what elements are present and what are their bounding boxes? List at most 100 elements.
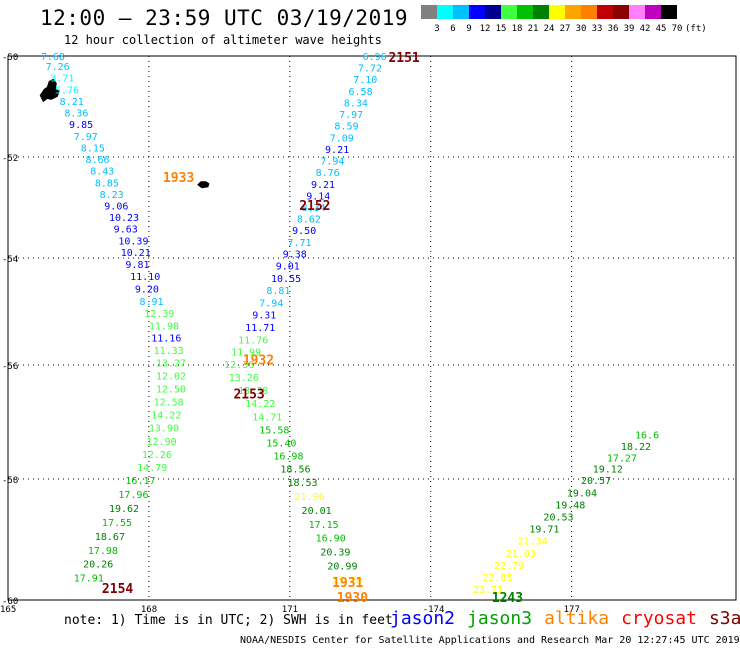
page-subtitle: 12 hour collection of altimeter wave hei… bbox=[64, 33, 382, 47]
legend-swatch bbox=[437, 5, 453, 19]
legend-tick-label: 12 bbox=[479, 24, 491, 34]
lon-label: 171 bbox=[282, 605, 298, 615]
track-value: 17.96 bbox=[118, 490, 148, 501]
legend-swatch bbox=[453, 5, 469, 19]
pass-number: 2151 bbox=[388, 51, 419, 66]
track-value: 13.26 bbox=[229, 373, 259, 384]
track-value: 19.04 bbox=[567, 488, 597, 499]
track-value: 12.36 bbox=[224, 360, 254, 371]
track-value: 7.97 bbox=[74, 132, 98, 143]
track-value: 20.26 bbox=[83, 560, 113, 571]
track-value: 19.12 bbox=[593, 465, 623, 476]
legend-swatch bbox=[469, 5, 485, 19]
lat-label: -50 bbox=[2, 53, 18, 63]
legend-swatch bbox=[533, 5, 549, 19]
pass-number: 1932 bbox=[243, 354, 274, 369]
track-value: 14.22 bbox=[151, 411, 181, 422]
legend-tick-label: 3 bbox=[434, 24, 440, 34]
track-value: 10.23 bbox=[109, 213, 139, 224]
track-value: 10.55 bbox=[271, 274, 301, 285]
track-value: 17.91 bbox=[74, 574, 104, 585]
track-value: 14.71 bbox=[252, 412, 282, 423]
legend-swatch bbox=[645, 5, 661, 19]
track-value: 11.98 bbox=[149, 321, 179, 332]
track-value: 15.40 bbox=[266, 439, 296, 450]
track-value: 12.50 bbox=[156, 384, 186, 395]
legend-tick-label: 21 bbox=[527, 24, 539, 34]
track-value: 22.79 bbox=[494, 561, 524, 572]
track-value: 20.57 bbox=[581, 476, 611, 487]
track-value: 9.14 bbox=[306, 191, 330, 202]
legend-swatch bbox=[597, 5, 613, 19]
legend-swatch bbox=[565, 5, 581, 19]
track-value: 17.15 bbox=[309, 520, 339, 531]
track-value: 8.62 bbox=[297, 215, 321, 226]
track-value: 10.39 bbox=[118, 236, 148, 247]
legend-tick-label: 24 bbox=[543, 24, 555, 34]
legend-tick-label: 42 bbox=[639, 24, 651, 34]
legend-swatch bbox=[485, 5, 501, 19]
lat-label: -52 bbox=[2, 154, 18, 164]
track-value: 13.27 bbox=[156, 358, 186, 369]
track-value: 9.31 bbox=[252, 311, 276, 322]
track-value: 13.90 bbox=[149, 424, 179, 435]
track-value: 20.99 bbox=[327, 562, 357, 573]
track-value: 11.99 bbox=[231, 348, 261, 359]
satellite-name: cryosat bbox=[621, 608, 697, 629]
legend-swatch bbox=[661, 5, 677, 19]
legend-tick-label: 6 bbox=[450, 24, 456, 34]
legend-swatch bbox=[629, 5, 645, 19]
track-value: 12.58 bbox=[154, 397, 184, 408]
track-value: 13.38 bbox=[238, 386, 268, 397]
campbell-island bbox=[197, 181, 210, 189]
track-value: 17.27 bbox=[607, 453, 637, 464]
lat-label: -56 bbox=[2, 362, 18, 372]
track-value: 8.66 bbox=[85, 155, 109, 166]
satellite-name: jason3 bbox=[467, 608, 533, 629]
track-value: 8.34 bbox=[344, 98, 368, 109]
map-frame bbox=[7, 55, 737, 601]
track-value: 18.56 bbox=[280, 465, 310, 476]
track-value: 17.98 bbox=[88, 546, 118, 557]
track-value: 16.17 bbox=[125, 476, 155, 487]
legend-tick-label: 18 bbox=[511, 24, 523, 34]
track-value: 18.22 bbox=[621, 442, 651, 453]
track-value: 8.34 bbox=[302, 203, 326, 214]
track-value: 7.94 bbox=[320, 157, 344, 168]
satellite-name: altika bbox=[544, 608, 610, 629]
lat-label: -54 bbox=[2, 255, 18, 265]
legend-tick-label: 36 bbox=[607, 24, 619, 34]
track-value: 16.90 bbox=[316, 534, 346, 545]
track-value: 8.81 bbox=[266, 286, 290, 297]
track-value: 12.39 bbox=[144, 309, 174, 320]
track-value: 9.81 bbox=[125, 260, 149, 271]
track-value: 8.76 bbox=[316, 168, 340, 179]
pass-number: 2153 bbox=[233, 388, 264, 403]
track-value: 20.01 bbox=[302, 506, 332, 517]
legend-swatch bbox=[549, 5, 565, 19]
track-value: 17.55 bbox=[102, 518, 132, 529]
track-value: 6.58 bbox=[349, 87, 373, 98]
track-value: 12.26 bbox=[142, 450, 172, 461]
track-value: 7.09 bbox=[330, 133, 354, 144]
legend-swatch bbox=[581, 5, 597, 19]
track-value: 11.71 bbox=[245, 323, 275, 334]
track-value: 9.50 bbox=[292, 226, 316, 237]
satellite-legend: jason2 jason3 altika cryosat s3a bbox=[390, 608, 740, 629]
track-value: 16.6 bbox=[635, 431, 659, 442]
lat-label: -60 bbox=[2, 597, 18, 607]
legend-unit: (ft) bbox=[685, 24, 707, 34]
track-value: 18.67 bbox=[95, 532, 125, 543]
pass-number: 1931 bbox=[332, 576, 363, 591]
track-value: 9.20 bbox=[135, 284, 159, 295]
track-value: 21.96 bbox=[295, 492, 325, 503]
lon-label: 168 bbox=[141, 605, 157, 615]
track-value: 7.26 bbox=[46, 62, 70, 73]
track-value: 8.59 bbox=[334, 122, 358, 133]
satellite-name: s3a bbox=[708, 608, 740, 629]
pass-number: 1243 bbox=[492, 591, 523, 606]
track-value: 7.94 bbox=[259, 298, 283, 309]
track-value: 14.22 bbox=[245, 399, 275, 410]
track-value: 9.63 bbox=[114, 225, 138, 236]
pass-number: 1933 bbox=[163, 171, 194, 186]
